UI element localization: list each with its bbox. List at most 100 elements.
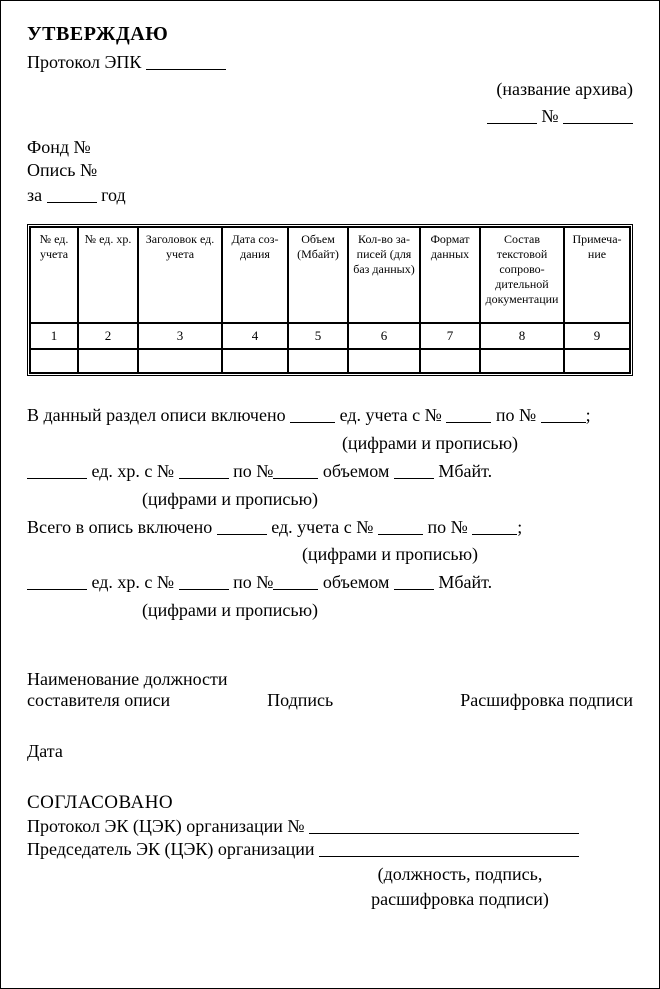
protocol-label: Протокол ЭПК [27,52,141,72]
empty-cell [420,349,480,373]
col-header: Заголовок ед. учета [138,227,222,323]
note-4: (цифрами и прописью) [27,597,633,625]
empty-cell [288,349,348,373]
p1-end: ; [586,405,591,425]
empty-cell [564,349,630,373]
blank [446,405,491,423]
col-header: Примеча­ние [564,227,630,323]
col-header: Объем (Мбайт) [288,227,348,323]
col-num: 2 [78,323,138,349]
para-4: ед. хр. с № по № объемом Мбайт. [27,569,633,597]
document-page: УТВЕРЖДАЮ Протокол ЭПК (название архива)… [0,0,660,989]
blank [541,405,586,423]
blank [217,517,267,535]
sig-title2: составителя описи [27,690,170,711]
col-num: 4 [222,323,288,349]
agree-l2: Председатель ЭК (ЦЭК) организации [27,839,315,859]
fond-block: Фонд № Опись № за год [27,137,633,206]
fond-line: Фонд № [27,137,633,158]
p4-a: ед. хр. с № [92,572,175,592]
archive-blank-right [563,106,633,124]
empty-cell [138,349,222,373]
blank [319,839,579,857]
blank [273,461,318,479]
za-label: за [27,185,42,205]
date-label: Дата [27,741,633,762]
table-wrapper: № ед. учета № ед. хр. Заголовок ед. учет… [27,224,633,376]
empty-cell [78,349,138,373]
table-empty-row [30,349,630,373]
blank [472,517,517,535]
col-num: 5 [288,323,348,349]
empty-cell [480,349,564,373]
p2-c: объемом [323,461,389,481]
p3-a: Всего в опись включено [27,517,212,537]
col-num: 6 [348,323,420,349]
col-header: Состав текстовой сопрово­дительной докум… [480,227,564,323]
p2-a: ед. хр. с № [92,461,175,481]
para-3: Всего в опись включено ед. учета с № по … [27,514,633,542]
approve-heading: УТВЕРЖДАЮ [27,23,633,46]
empty-cell [348,349,420,373]
year-line: за год [27,183,633,206]
col-num: 9 [564,323,630,349]
p4-d: Мбайт. [438,572,492,592]
note-1: (цифрами и прописью) [27,430,633,458]
sig-sign: Подпись [267,690,363,711]
sig-title1: Наименование должности [27,669,633,690]
archive-block: (название архива) № [27,79,633,127]
p3-end: ; [517,517,522,537]
agree-block: СОГЛАСОВАНО Протокол ЭК (ЦЭК) организаци… [27,792,633,910]
archive-blank-left [487,106,537,124]
blank [27,572,87,590]
blank [179,572,229,590]
sig-decode: Расшифровка подписи [460,690,633,711]
p3-c: по № [427,517,467,537]
blank [179,461,229,479]
agree-line2: Председатель ЭК (ЦЭК) организации [27,837,633,860]
god-label: год [101,185,126,205]
blank [27,461,87,479]
p4-b: по № [233,572,273,592]
para-2: ед. хр. с № по № объемом Мбайт. [27,458,633,486]
sig-row: составителя описи Подпись Расшифровка по… [27,690,633,711]
blank [290,405,335,423]
inventory-table: № ед. учета № ед. хр. Заголовок ед. учет… [27,224,633,376]
col-header: Формат данных [420,227,480,323]
opis-line: Опись № [27,160,633,181]
p2-b: по № [233,461,273,481]
blank [394,461,434,479]
para-1: В данный раздел описи включено ед. учета… [27,402,633,430]
signature-block: Наименование должности составителя описи… [27,669,633,711]
empty-cell [222,349,288,373]
table-number-row: 1 2 3 4 5 6 7 8 9 [30,323,630,349]
agree-sub1: (должность, подпись, [287,864,633,885]
year-blank [47,185,97,203]
note-3: (цифрами и прописью) [27,541,633,569]
blank [394,572,434,590]
p1-c: по № [496,405,536,425]
empty-cell [30,349,78,373]
p3-b: ед. учета с № [271,517,373,537]
protocol-line: Протокол ЭПК [27,50,633,73]
archive-number-row: № [27,104,633,127]
col-header: Кол-во за­писей (для баз данных) [348,227,420,323]
table-header-row: № ед. учета № ед. хр. Заголовок ед. учет… [30,227,630,323]
agree-l1: Протокол ЭК (ЦЭК) организации № [27,816,305,836]
col-num: 7 [420,323,480,349]
col-num: 8 [480,323,564,349]
p4-c: объемом [323,572,389,592]
body-text: В данный раздел описи включено ед. учета… [27,402,633,625]
num-symbol: № [541,106,558,126]
agree-title: СОГЛАСОВАНО [27,792,633,814]
col-header: Дата соз­дания [222,227,288,323]
agree-line1: Протокол ЭК (ЦЭК) организации № [27,814,633,837]
protocol-blank [146,52,226,70]
col-num: 3 [138,323,222,349]
p2-d: Мбайт. [438,461,492,481]
blank [273,572,318,590]
blank [309,816,579,834]
blank [378,517,423,535]
note-2: (цифрами и прописью) [27,486,633,514]
col-num: 1 [30,323,78,349]
